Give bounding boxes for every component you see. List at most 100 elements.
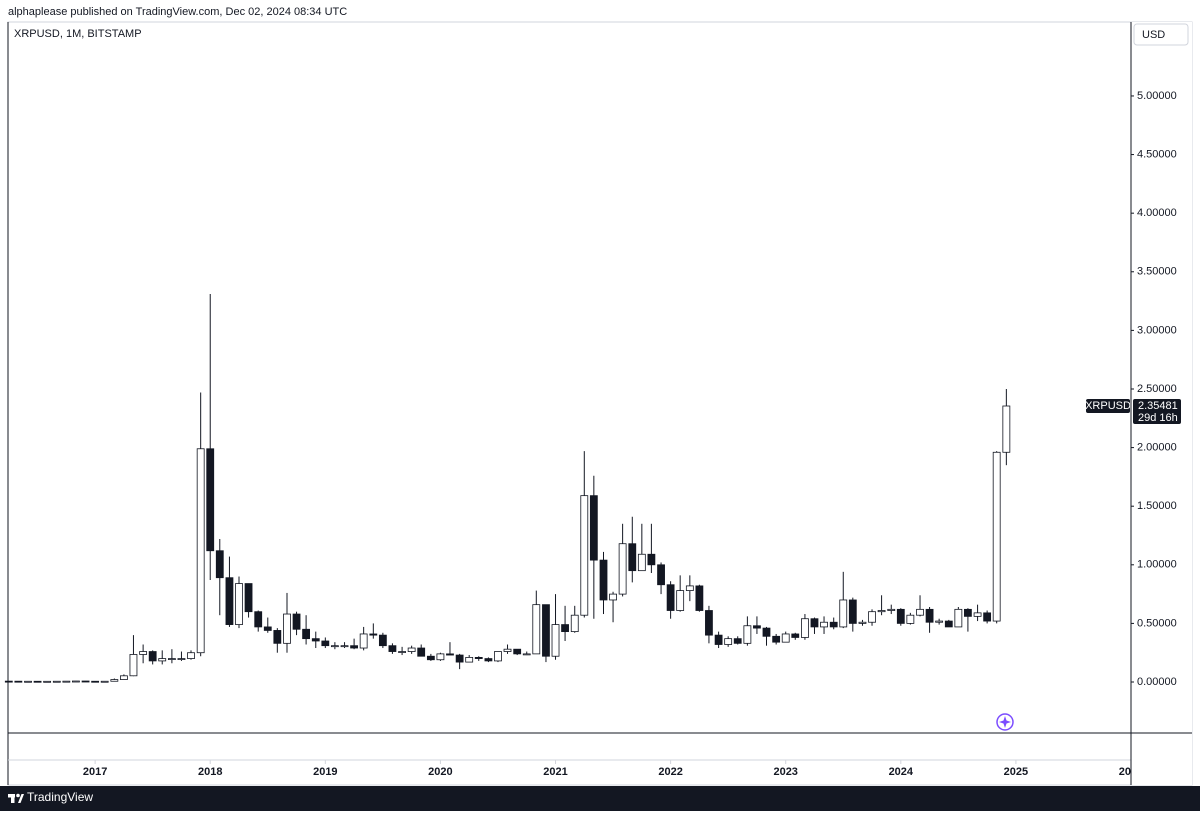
candle-body [628, 543, 637, 572]
candle-body [513, 648, 522, 655]
assistant-icon[interactable] [996, 713, 1014, 731]
candle-body [762, 627, 771, 637]
candle-body [570, 614, 579, 633]
price-tag-box [1133, 399, 1181, 425]
candle-body [896, 608, 905, 624]
candle-body [848, 599, 857, 624]
plot-area [4, 294, 1011, 683]
x-tick-label: 2021 [543, 766, 567, 778]
candle-body [340, 645, 349, 648]
candle-body [52, 680, 61, 683]
time-axis: 2017201820192020202120222023202420252026 [83, 760, 1143, 778]
candle-body [935, 620, 944, 623]
candle-body [139, 651, 148, 655]
candle-body [589, 495, 598, 561]
candle-body [311, 638, 320, 642]
x-tick-label: 2024 [889, 766, 914, 778]
candle-body [91, 680, 100, 683]
x-tick-label: 2022 [658, 766, 682, 778]
candle-body [906, 614, 915, 624]
candle-body [522, 653, 531, 656]
y-tick-label: 0.00000 [1137, 676, 1177, 688]
candle-body [378, 634, 387, 647]
candle-body [992, 451, 1001, 622]
candle-body [292, 613, 301, 630]
candle-body [647, 553, 656, 566]
candle-body [244, 583, 253, 613]
candle-body [973, 612, 982, 617]
candle-body [580, 495, 589, 616]
candle-body [446, 653, 454, 656]
candle-body [167, 658, 176, 660]
candle-body [637, 553, 646, 572]
candle-body [781, 633, 790, 643]
candle-body [877, 610, 886, 613]
candle-body [417, 647, 426, 657]
candle-body [791, 633, 800, 638]
candle-body [944, 620, 953, 628]
candle-body [215, 550, 224, 579]
candle-body [705, 610, 713, 636]
candle-body [330, 645, 339, 648]
x-tick-label: 2017 [83, 766, 107, 778]
candle-body [206, 448, 215, 552]
candle-body [772, 635, 781, 643]
candle-body [62, 680, 71, 683]
candle-body [474, 656, 483, 659]
candle-body [551, 624, 560, 657]
candle-body [983, 612, 992, 622]
candle-body [858, 621, 867, 624]
currency-box[interactable] [1133, 23, 1189, 46]
candle-body [158, 658, 167, 662]
candle-body [868, 611, 876, 623]
candle-body [148, 651, 157, 662]
candle-body [407, 647, 416, 652]
price-tag-countdown: 29d 16h [1138, 412, 1178, 424]
candle-body [532, 604, 541, 655]
y-tick-label: 3.50000 [1137, 266, 1177, 278]
x-tick-label: 2025 [1004, 766, 1028, 778]
y-tick-label: 5.00000 [1137, 90, 1177, 102]
candle-body [4, 680, 13, 683]
candle-body [657, 564, 665, 586]
candle-body [455, 654, 464, 663]
candle-body [676, 590, 685, 611]
candle-body [561, 624, 569, 633]
candle-body [829, 621, 838, 628]
candle-body [666, 584, 675, 611]
price-tag-symbol: XRPUSD [1085, 400, 1131, 412]
candle-body [43, 680, 52, 683]
y-tick-label: 1.00000 [1137, 559, 1177, 571]
y-tick-label: 2.50000 [1137, 383, 1177, 395]
y-tick-label: 4.50000 [1137, 148, 1177, 160]
candle-body [302, 628, 311, 640]
candle-body [321, 640, 330, 647]
candle-body [110, 679, 119, 682]
price-tag-value: 2.35481 [1138, 400, 1178, 412]
candle-body [743, 625, 752, 644]
candle-body [484, 658, 493, 662]
candle-body [129, 654, 138, 677]
price-tag-symbol-box [1086, 399, 1130, 414]
candle-body [235, 583, 243, 625]
footer-bar [0, 786, 1200, 811]
candle-body [388, 645, 397, 652]
candle-body [254, 611, 263, 628]
candle-body [196, 448, 205, 654]
candle-body [542, 604, 550, 657]
candle-body [398, 651, 406, 653]
currency: USD [1142, 29, 1165, 41]
candle-body [685, 585, 694, 591]
candle-body [839, 599, 848, 628]
candle-body [369, 633, 378, 636]
candle-body [810, 618, 819, 628]
candle-body [801, 618, 809, 638]
candle-body [925, 608, 934, 623]
candle-body [359, 633, 368, 649]
candle-body [599, 559, 608, 601]
candle-body [273, 630, 282, 644]
candle-body [177, 658, 186, 660]
